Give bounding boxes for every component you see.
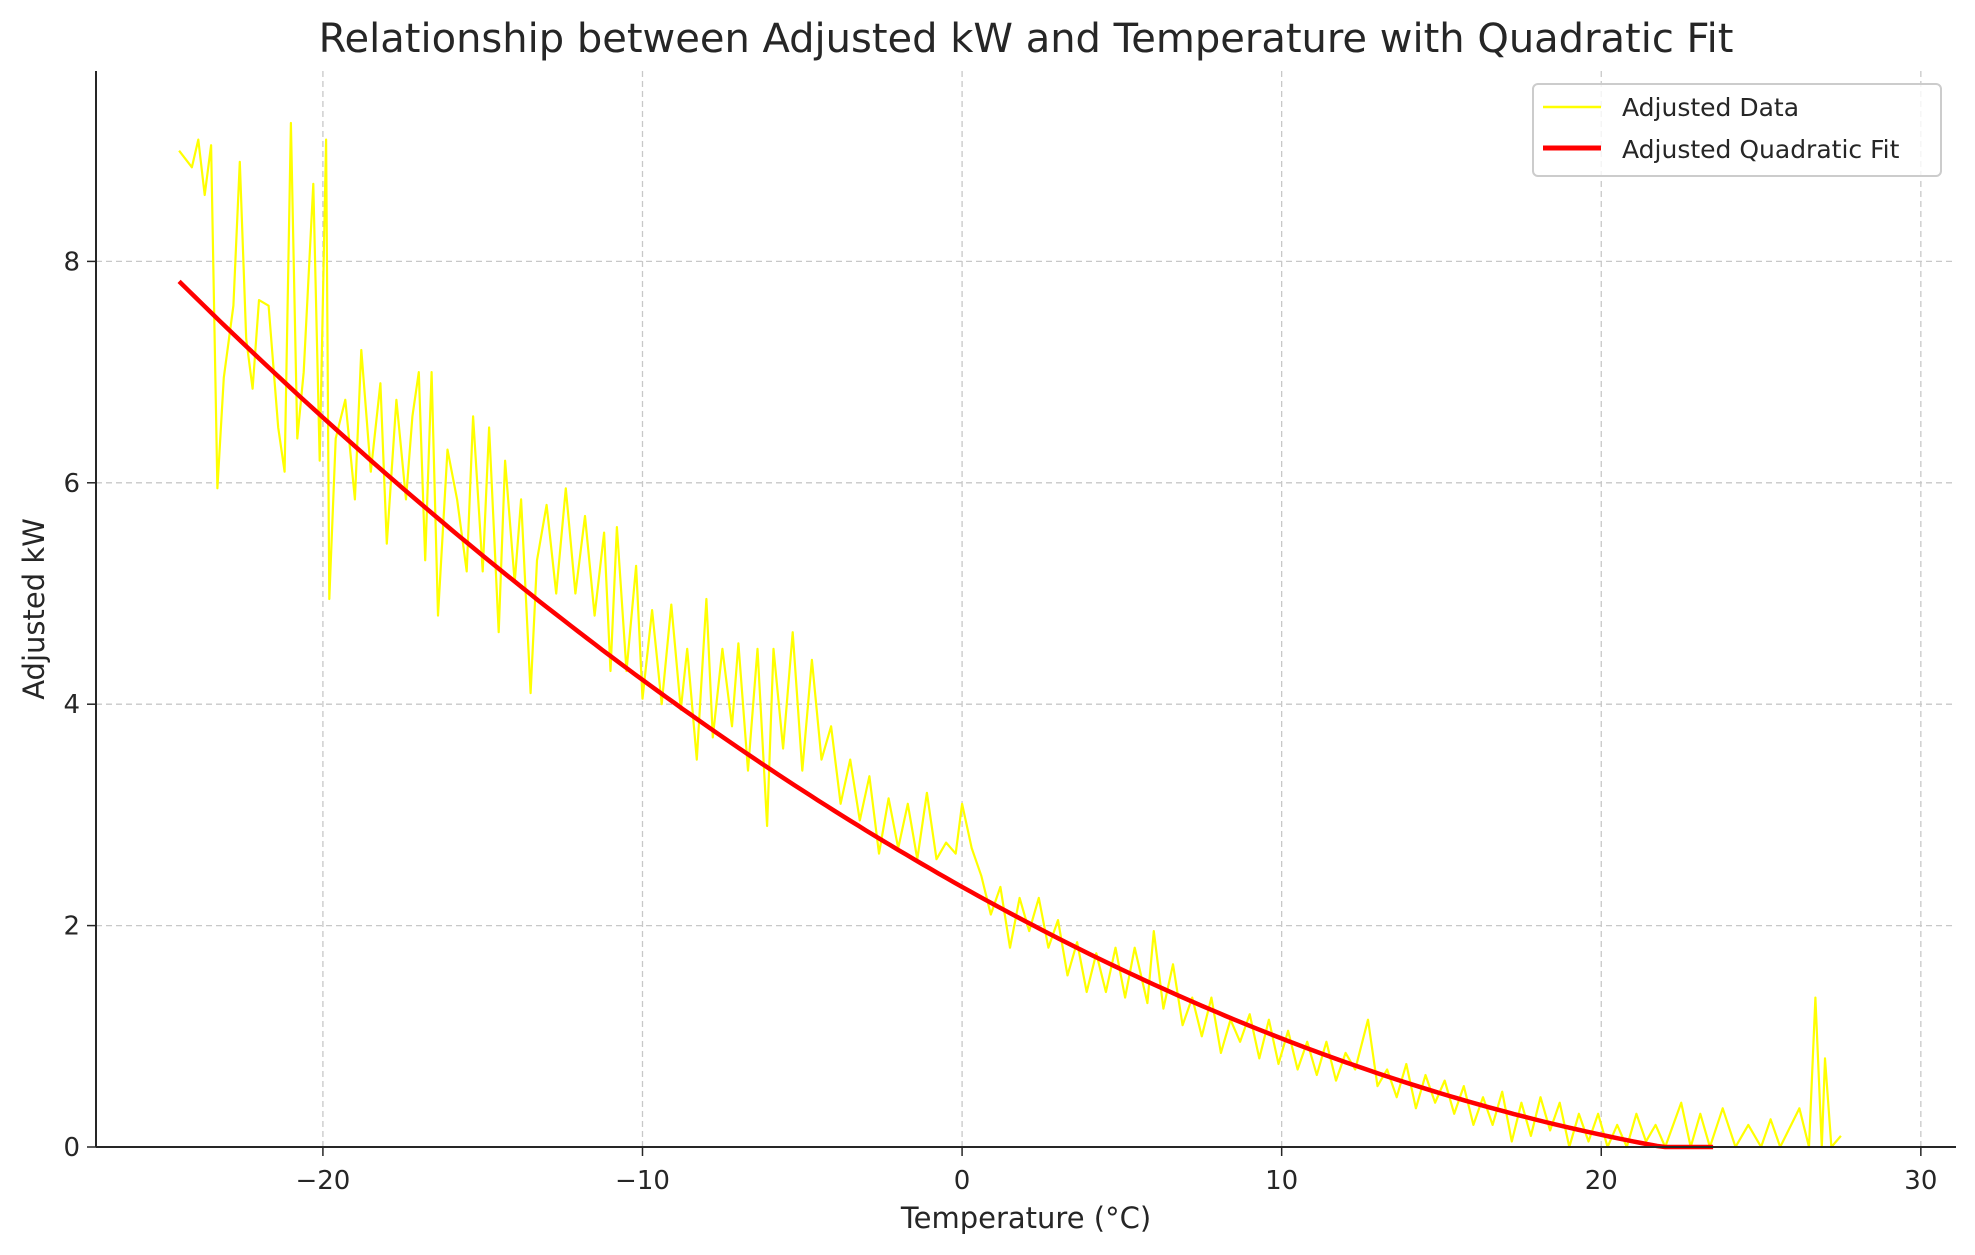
- y-tick-label: 0: [63, 1133, 80, 1163]
- x-tick-label: 0: [954, 1166, 971, 1196]
- chart-title: Relationship between Adjusted kW and Tem…: [319, 16, 1734, 62]
- legend-label-fit: Adjusted Quadratic Fit: [1622, 135, 1900, 164]
- y-tick-label: 6: [63, 469, 80, 499]
- x-tick-label: 20: [1585, 1166, 1618, 1196]
- y-axis-label: Adjusted kW: [17, 518, 51, 700]
- y-tick-label: 8: [63, 247, 80, 277]
- axes: −20 −10 0 10 20 30 0 2 4 6 8: [63, 71, 1956, 1196]
- x-tick-label: 10: [1265, 1166, 1298, 1196]
- legend: Adjusted Data Adjusted Quadratic Fit: [1532, 83, 1942, 177]
- legend-box: [1532, 83, 1942, 177]
- y-tick-label: 2: [63, 912, 80, 942]
- series-adjusted-data: [178, 121, 1842, 1149]
- x-tick-label: −20: [295, 1166, 350, 1196]
- plot-area: [177, 121, 1842, 1150]
- x-tick-label: −10: [615, 1166, 670, 1196]
- x-tick-label: 30: [1904, 1166, 1937, 1196]
- grid: [96, 71, 1956, 1148]
- x-axis-label: Temperature (°C): [900, 1201, 1151, 1235]
- series-quadratic-fit: [177, 279, 1714, 1150]
- legend-label-data: Adjusted Data: [1622, 93, 1799, 122]
- y-tick-label: 4: [63, 690, 80, 720]
